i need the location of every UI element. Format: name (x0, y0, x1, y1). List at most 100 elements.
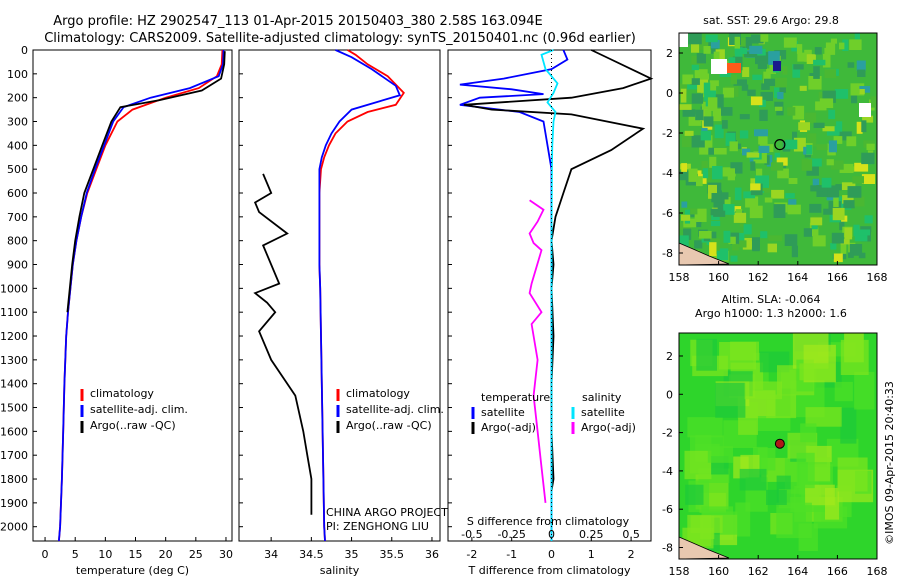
field-cell (750, 34, 764, 44)
field-cell (810, 185, 824, 192)
field-cell (808, 158, 822, 167)
field-cell (830, 243, 837, 250)
field-cell (741, 84, 749, 91)
field-cell (800, 423, 817, 443)
field-cell (723, 204, 735, 215)
top-axis-label: S difference from climatology (467, 515, 630, 528)
field-cell (766, 68, 776, 74)
x-tick-label: 25 (189, 548, 203, 561)
field-cell (811, 223, 818, 230)
field-cell (684, 130, 694, 136)
y-tick-label: 0 (666, 87, 673, 100)
field-cell (836, 121, 843, 132)
x-tick-label: 166 (827, 271, 848, 284)
legend-entry: Argo(-adj) (481, 421, 536, 434)
field-cell (739, 130, 749, 139)
field-cell (715, 382, 746, 418)
field-cell (710, 254, 722, 262)
field-cell (757, 416, 791, 431)
sla-map: 158 160 162 164 166 168 2 0 -2 -4 -6 -8 Altim. SLA: … (662, 293, 887, 578)
series-line (66, 51, 226, 313)
field-cell (739, 37, 746, 48)
field-cell (806, 145, 813, 155)
field-cell (777, 92, 784, 100)
field-cell (679, 104, 692, 110)
field-cell (764, 78, 776, 86)
y-tick-label: 1200 (0, 330, 28, 343)
field-cell (706, 38, 714, 50)
field-cell (783, 37, 797, 48)
field-cell (853, 224, 860, 237)
field-cell (828, 140, 837, 153)
field-cell (742, 238, 752, 250)
y-tick-label: 0 (21, 44, 28, 57)
x-tick-label: 1 (588, 548, 595, 561)
y-tick-label: -2 (662, 127, 673, 140)
field-cell (683, 228, 692, 240)
field-cell (832, 207, 845, 221)
no-data-patch (711, 59, 727, 74)
field-cell (843, 200, 855, 209)
field-cell (685, 484, 704, 505)
y-tick-label: 400 (7, 139, 28, 152)
field-cell (758, 132, 768, 145)
field-cell (737, 233, 745, 245)
series-line (318, 49, 402, 542)
field-cell (725, 132, 736, 146)
field-cell (703, 46, 711, 54)
field-cell (709, 156, 717, 168)
field-cell (816, 144, 828, 151)
field-cell (813, 66, 820, 79)
field-cell (743, 224, 752, 235)
x-tick-label: 36 (425, 548, 439, 561)
field-cell (758, 145, 770, 153)
field-cell (777, 168, 789, 179)
difference-axes-frame (447, 49, 652, 542)
header-line-1: Argo profile: HZ 2902547_113 01-Apr-2015… (53, 14, 543, 29)
field-cell (854, 371, 875, 410)
legend-entry: satellite-adj. clim. (90, 403, 188, 416)
field-cell (806, 164, 819, 176)
x-tick-label: 0 (548, 548, 555, 561)
y-tick-label: -2 (662, 427, 673, 440)
x-tick-label: 164 (787, 565, 808, 578)
temperature-x-axis-label: temperature (deg C) (76, 564, 189, 577)
field-cell (721, 107, 733, 116)
field-cell (810, 217, 823, 226)
field-cell (826, 185, 840, 198)
field-cell (690, 117, 698, 124)
legend-entry: Argo(..raw -QC) (346, 419, 432, 432)
legend-entry: satellite (581, 406, 625, 419)
field-cell (709, 80, 719, 87)
x-tick-label: 15 (129, 548, 143, 561)
field-cell (746, 152, 760, 158)
legend-entry: Argo(-adj) (581, 421, 636, 434)
y-tick-label: 1300 (0, 354, 28, 367)
field-cell (682, 109, 696, 117)
top-axis-tick-label: -0.5 (461, 528, 482, 541)
field-cell (723, 197, 731, 206)
field-cell (684, 450, 712, 480)
field-cell (788, 199, 797, 211)
field-cell (812, 235, 826, 247)
field-cell (681, 214, 691, 221)
field-cell (744, 381, 782, 400)
field-cell (679, 235, 689, 249)
field-cell (750, 96, 763, 106)
field-cell (793, 64, 804, 70)
field-cell (766, 394, 797, 419)
field-cell (733, 79, 747, 86)
project-annotation: CHINA ARGO PROJECT (326, 506, 448, 519)
field-cell (824, 69, 837, 78)
sla-map-title: Altim. SLA: -0.064 (721, 293, 820, 306)
x-tick-label: 160 (708, 271, 729, 284)
field-cell (830, 160, 844, 170)
x-tick-label: 34 (264, 548, 278, 561)
field-cell (840, 239, 850, 245)
x-tick-label: 158 (669, 271, 690, 284)
field-cell (739, 468, 767, 491)
sst-map-title: sat. SST: 29.6 Argo: 29.8 (703, 14, 839, 27)
y-tick-label: 2 (666, 350, 673, 363)
field-cell (700, 130, 712, 141)
field-cell (801, 159, 813, 171)
